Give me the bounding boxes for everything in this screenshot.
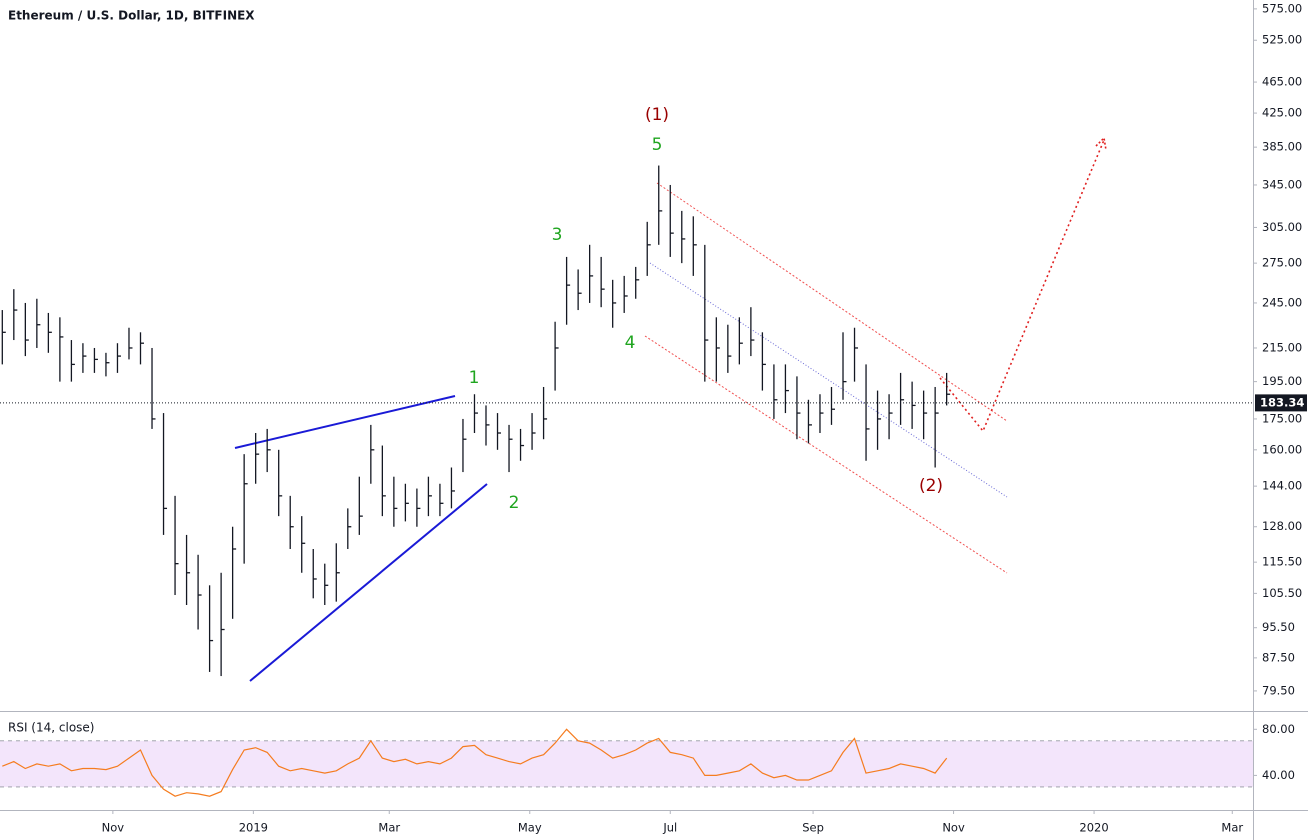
y-tick-label: 175.00: [1262, 411, 1302, 425]
y-tick-label: 144.00: [1262, 479, 1302, 493]
y-tick-label: 87.50: [1262, 650, 1295, 664]
y-tick-label: 425.00: [1262, 106, 1302, 120]
y-tick-label: 525.00: [1262, 33, 1302, 47]
y-tick-label: 305.00: [1262, 220, 1302, 234]
wave-label: 2: [509, 493, 520, 513]
wave-label: 3: [552, 225, 563, 245]
y-tick-label: 385.00: [1262, 140, 1302, 154]
last-price-label: 183.34: [1260, 395, 1304, 409]
y-tick-label: 215.00: [1262, 340, 1302, 354]
rsi-band: [0, 740, 1253, 787]
y-tick-label: 275.00: [1262, 256, 1302, 270]
y-tick-label: 160.00: [1262, 442, 1302, 456]
trend-line: [249, 483, 488, 682]
y-tick-label: 105.50: [1262, 586, 1302, 600]
rsi-title: RSI (14, close): [8, 721, 94, 735]
x-tick-label: Sep: [802, 821, 824, 835]
trend-line: [234, 395, 456, 449]
wave-label: 5: [652, 135, 663, 155]
x-tick-label: Jul: [662, 821, 677, 835]
y-tick-label: 95.50: [1262, 620, 1295, 634]
chart-title: Ethereum / U.S. Dollar, 1D, BITFINEX: [8, 9, 255, 23]
x-tick-label: 2020: [1079, 821, 1108, 835]
x-tick-label: Nov: [942, 821, 965, 835]
x-tick-label: Mar: [1221, 821, 1243, 835]
last-price-box: [1255, 394, 1307, 412]
y-tick-label: 80.00: [1262, 722, 1295, 736]
y-tick-label: 115.50: [1262, 555, 1302, 569]
y-tick-label: 245.00: [1262, 295, 1302, 309]
y-tick-label: 465.00: [1262, 75, 1302, 89]
price-bars: [1, 165, 951, 677]
channel-line: [656, 182, 1008, 422]
y-tick-label: 79.50: [1262, 683, 1295, 697]
x-tick-label: May: [518, 821, 542, 835]
y-tick-label: 575.00: [1262, 1, 1302, 15]
y-tick-label: 40.00: [1262, 768, 1295, 782]
rsi-line: [2, 728, 948, 797]
wave-label: 4: [625, 333, 636, 353]
wave-label: (2): [919, 476, 943, 496]
x-tick-label: Nov: [102, 821, 125, 835]
y-tick-label: 195.00: [1262, 374, 1302, 388]
x-tick-label: 2019: [239, 821, 268, 835]
wave-label: (1): [645, 105, 669, 125]
x-tick-label: Mar: [378, 821, 400, 835]
y-tick-label: 345.00: [1262, 177, 1302, 191]
channel-midline: [649, 262, 1008, 498]
wave-label: 1: [469, 368, 480, 388]
y-tick-label: 128.00: [1262, 519, 1302, 533]
